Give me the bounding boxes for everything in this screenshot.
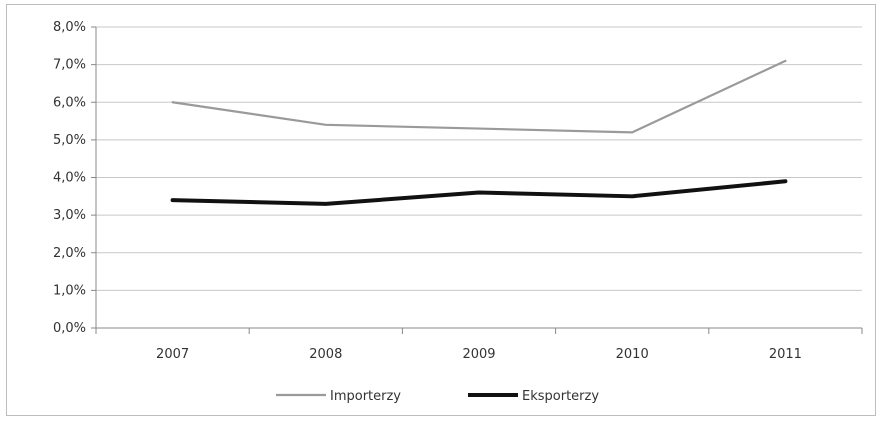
x-tick-label: 2008 [309, 347, 342, 362]
x-tick-label: 2011 [769, 347, 802, 362]
y-tick-label: 5,0% [53, 133, 86, 148]
y-tick-label: 6,0% [53, 95, 86, 110]
y-tick-label: 8,0% [53, 20, 86, 35]
chart-frame [6, 4, 876, 416]
y-tick-label: 0,0% [53, 321, 86, 336]
y-tick-label: 7,0% [53, 58, 86, 73]
y-tick-label: 3,0% [53, 208, 86, 223]
y-axis: 0,0% 1,0% 2,0% 3,0% 4,0% 5,0% 6,0% 7,0% 8,0% [53, 20, 97, 336]
series-line-eksporterzy [170, 179, 788, 206]
x-tick-label: 2010 [616, 347, 649, 362]
y-tick-label: 1,0% [53, 283, 86, 298]
legend-label-importerzy: Importerzy [330, 389, 401, 404]
series-lines [170, 59, 788, 206]
x-tick-label: 2009 [462, 347, 495, 362]
x-tick-label: 2007 [156, 347, 189, 362]
legend: Importerzy Eksporterzy [276, 389, 599, 404]
gridlines [96, 26, 862, 291]
y-tick-label: 4,0% [53, 171, 86, 186]
series-line-importerzy [171, 59, 787, 134]
legend-label-eksporterzy: Eksporterzy [522, 389, 599, 404]
y-tick-label: 2,0% [53, 246, 86, 261]
x-axis: 2007 2008 2009 2010 2011 [95, 327, 863, 362]
